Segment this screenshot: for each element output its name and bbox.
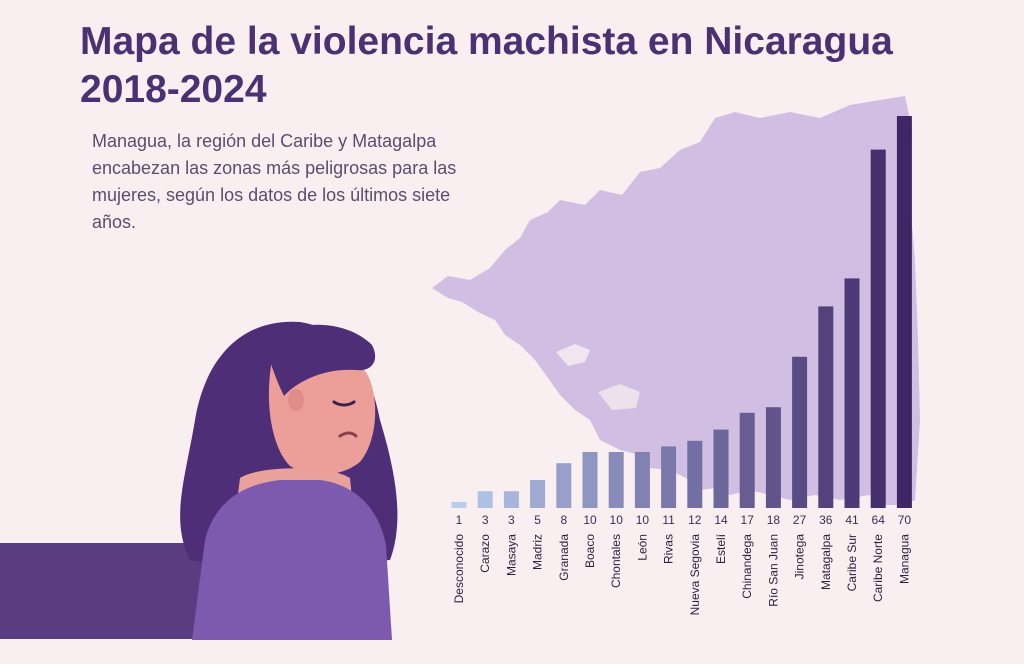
category-label: Estelí [714,533,728,564]
chart-subtitle: Managua, la región del Caribe y Matagalp… [92,131,457,232]
value-label: 3 [508,513,515,527]
category-label: Nueva Segovia [688,534,702,616]
sad-woman-illustration [0,321,398,640]
category-label: Rivas [662,534,676,564]
category-label: Jinotega [793,534,807,580]
category-label: Desconocido [452,534,466,604]
value-label: 70 [898,513,912,527]
value-label: 64 [872,513,886,527]
category-label: Matagalpa [819,534,833,590]
value-label: 36 [819,513,833,527]
bar-estelí [713,429,729,508]
value-label: 10 [610,513,624,527]
bar-nueva-segovia [687,440,703,508]
bar-río-san-juan [765,407,781,508]
value-label: 5 [534,513,541,527]
category-label: Chinandega [740,534,754,599]
category-label: Chontales [609,534,623,588]
value-label: 12 [688,513,702,527]
category-label: Granada [557,534,571,581]
value-label: 1 [456,513,463,527]
category-label: Caribe Norte [871,534,885,602]
value-label: 18 [767,513,781,527]
value-label: 8 [560,513,567,527]
value-label: 14 [714,513,728,527]
value-label: 27 [793,513,807,527]
chart-title: Mapa de la violencia machista en Nicarag… [80,20,893,111]
bar-masaya [503,491,519,508]
bar-caribe-sur [844,278,860,508]
category-label: Boaco [583,534,597,568]
category-label: León [635,534,649,561]
value-label: 17 [741,513,755,527]
bar-desconocido [451,502,467,508]
bar-chart: 1 3 3 5 8 10 10 10 11 12 14 17 18 27 36 41 64 70 Desconoc… [451,116,912,616]
bar-león [634,452,650,508]
bar-chinandega [739,412,755,508]
category-label: Carazo [478,534,492,573]
bar-managua [896,116,912,508]
bar-granada [556,463,572,508]
category-label: Caribe Sur [845,534,859,591]
value-label: 41 [845,513,859,527]
bar-boaco [582,452,598,508]
value-label: 10 [636,513,650,527]
value-label: 10 [583,513,597,527]
category-label: Masaya [504,534,518,576]
value-label: 11 [662,513,675,527]
bar-chontales [608,452,624,508]
value-label: 3 [482,513,489,527]
bar-madriz [530,480,546,508]
category-label: Río San Juan [766,534,780,607]
bar-matagalpa [818,306,834,508]
bar-carazo [477,491,493,508]
category-label: Managua [897,534,911,584]
category-label: Madriz [531,534,545,570]
bar-caribe-norte [870,149,886,508]
bar-rivas [661,446,677,508]
bar-jinotega [792,356,808,508]
